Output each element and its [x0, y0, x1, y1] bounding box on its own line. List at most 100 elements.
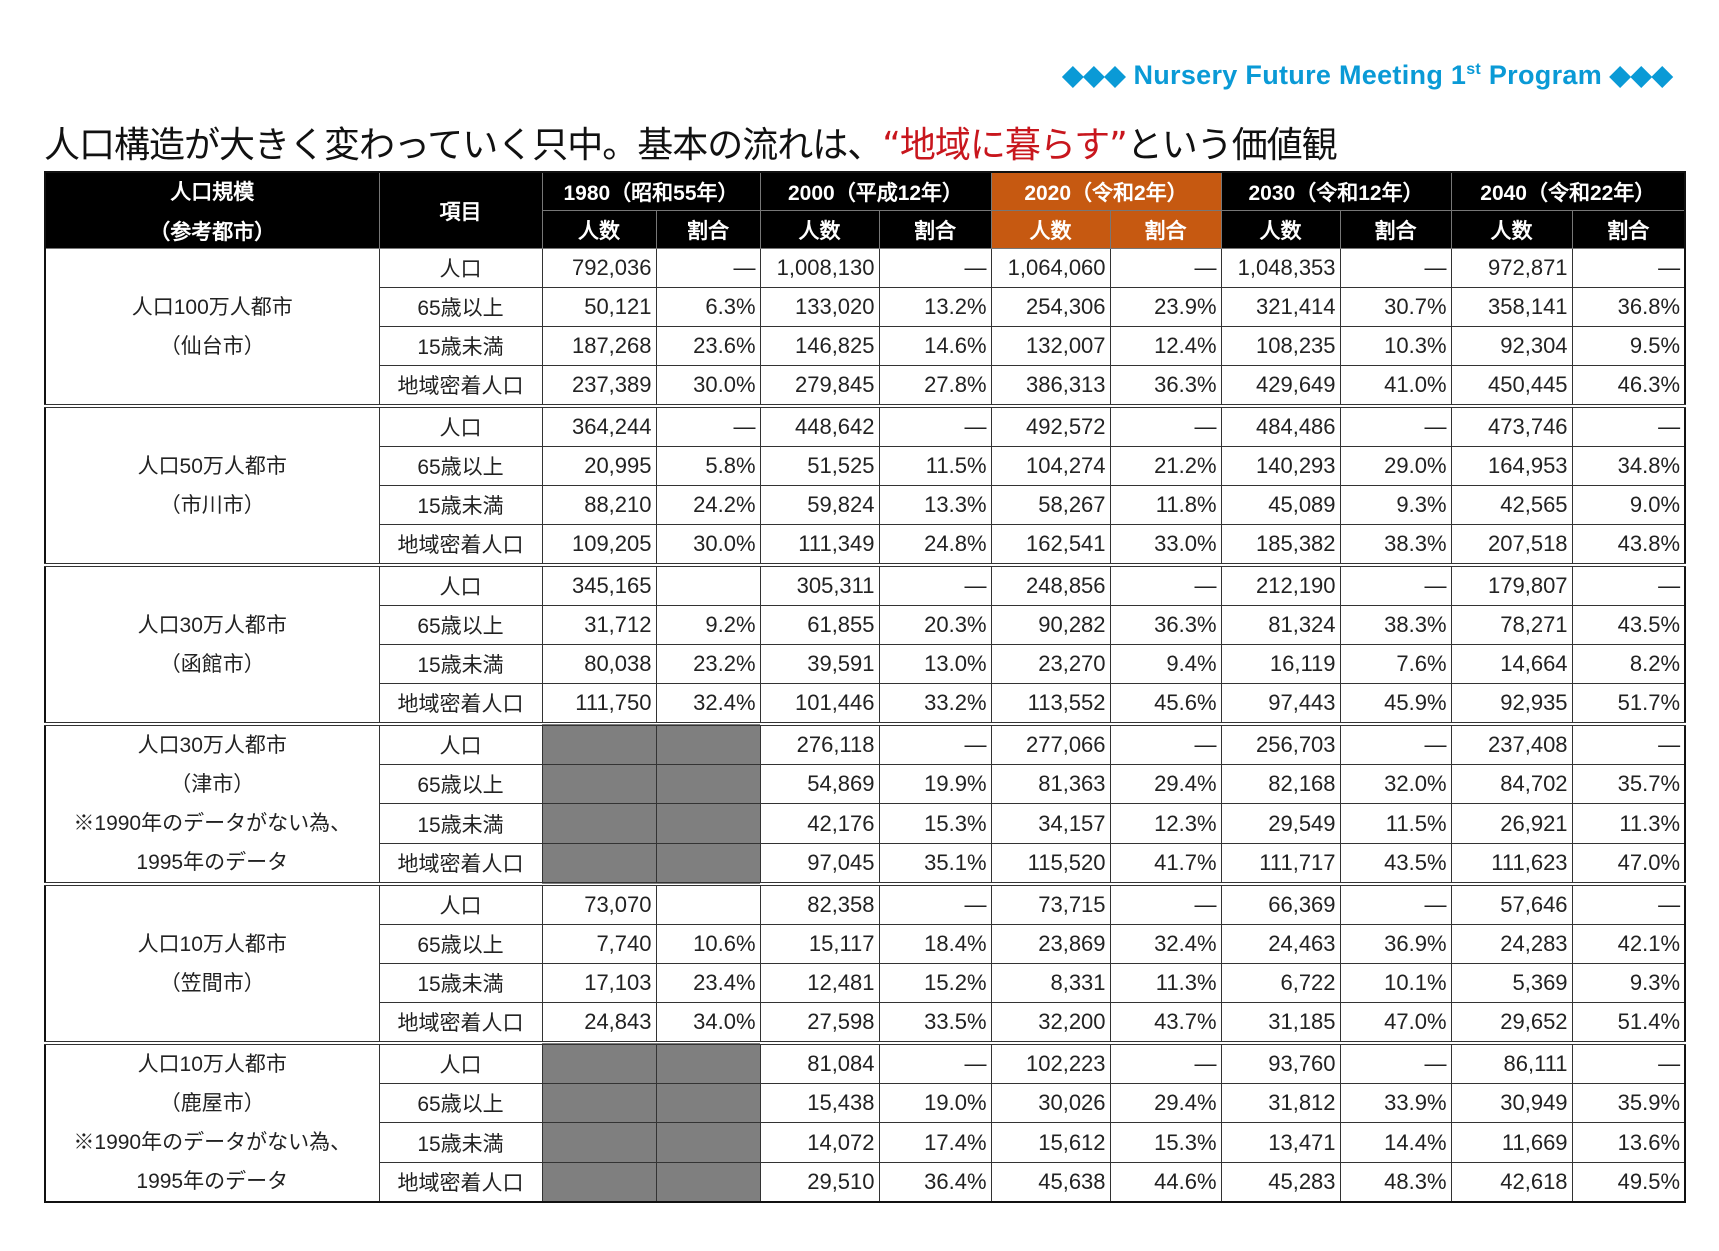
count-cell: 24,283	[1450, 924, 1573, 964]
ratio-cell: 30.7%	[1339, 287, 1452, 327]
title-highlight: “地域に暮らす”	[882, 125, 1128, 166]
count-cell: 109,205	[541, 524, 657, 566]
ratio-cell: 10.6%	[655, 924, 761, 964]
count-cell: 45,283	[1220, 1161, 1341, 1203]
ratio-cell: 51.7%	[1571, 683, 1686, 725]
count-cell: 358,141	[1450, 287, 1573, 327]
ratio-cell: —	[1109, 882, 1222, 925]
count-cell: 254,306	[990, 287, 1111, 327]
ratio-cell: 23.6%	[655, 326, 761, 366]
count-cell: 6,722	[1220, 963, 1341, 1003]
count-cell: 30,026	[990, 1083, 1111, 1124]
count-cell: 133,020	[759, 287, 880, 327]
count-cell: 364,244	[541, 404, 657, 447]
count-cell: 88,210	[541, 485, 657, 525]
count-cell: 51,525	[759, 446, 880, 486]
ratio-cell: 5.8%	[655, 446, 761, 486]
ratio-cell: 44.6%	[1109, 1161, 1222, 1203]
ratio-cell: 18.4%	[878, 924, 992, 964]
ratio-cell	[655, 803, 761, 844]
item-label: 65歳以上	[378, 764, 543, 805]
count-cell: 81,084	[759, 1041, 880, 1085]
ratio-cell: 49.5%	[1571, 1161, 1686, 1203]
item-label: 地域密着人口	[378, 842, 543, 885]
item-label: 人口	[378, 248, 543, 288]
count-cell: 15,117	[759, 924, 880, 964]
count-cell: 86,111	[1450, 1041, 1573, 1085]
ratio-cell: 43.8%	[1571, 524, 1686, 566]
ratio-cell: —	[878, 722, 992, 766]
ratio-cell: —	[878, 882, 992, 925]
count-cell: 111,750	[541, 683, 657, 725]
ratio-cell: 32.0%	[1339, 764, 1452, 805]
ratio-cell: —	[1339, 248, 1452, 288]
table-row: 地域密着人口 29,510 36.4% 45,638 44.6% 45,283 48.3% 4…	[45, 1161, 1686, 1203]
header-ratio: 割合	[655, 210, 761, 249]
item-label: 人口	[378, 722, 543, 766]
count-cell: 66,369	[1220, 882, 1341, 925]
ratio-cell: 15.3%	[1109, 1122, 1222, 1163]
count-cell: 185,382	[1220, 524, 1341, 566]
ratio-cell: 41.0%	[1339, 365, 1452, 407]
count-cell: 1,064,060	[990, 248, 1111, 288]
count-cell: 11,669	[1450, 1122, 1573, 1163]
table-row: 地域密着人口 109,205 30.0% 111,349 24.8% 162,541 33.…	[45, 524, 1686, 566]
ratio-cell: —	[1571, 404, 1686, 447]
ratio-cell: 43.5%	[1339, 842, 1452, 885]
count-cell: 59,824	[759, 485, 880, 525]
count-cell: 7,740	[541, 924, 657, 964]
city-cell: 人口10万人都市 （笠間市）	[44, 882, 380, 1044]
ratio-cell: 29.4%	[1109, 1083, 1222, 1124]
count-cell: 31,712	[541, 605, 657, 645]
ratio-cell: 23.2%	[655, 644, 761, 684]
item-label: 15歳未満	[378, 963, 543, 1003]
city-label: ※1990年のデータがない為、	[73, 1131, 352, 1154]
ratio-cell: 32.4%	[655, 683, 761, 725]
table-row: 15歳未満 187,268 23.6% 146,825 14.6% 132,007 12.4…	[45, 326, 1686, 366]
count-cell	[541, 1161, 657, 1203]
ratio-cell: 23.4%	[655, 963, 761, 1003]
count-cell: 24,463	[1220, 924, 1341, 964]
ratio-cell: 35.9%	[1571, 1083, 1686, 1124]
ratio-cell: 11.8%	[1109, 485, 1222, 525]
table-row: 15歳未満 88,210 24.2% 59,824 13.3% 58,267 11.8% 45…	[45, 485, 1686, 525]
count-cell: 58,267	[990, 485, 1111, 525]
count-cell: 29,549	[1220, 803, 1341, 844]
count-cell: 277,066	[990, 722, 1111, 766]
count-cell: 111,717	[1220, 842, 1341, 885]
ratio-cell: 32.4%	[1109, 924, 1222, 964]
count-cell: 30,949	[1450, 1083, 1573, 1124]
ratio-cell	[655, 882, 761, 925]
ratio-cell: 9.5%	[1571, 326, 1686, 366]
count-cell: 972,871	[1450, 248, 1573, 288]
item-label: 15歳未満	[378, 803, 543, 844]
ratio-cell: 19.9%	[878, 764, 992, 805]
ratio-cell	[655, 722, 761, 766]
count-cell: 102,223	[990, 1041, 1111, 1085]
count-cell: 78,271	[1450, 605, 1573, 645]
count-cell: 792,036	[541, 248, 657, 288]
table-row: 人口100万人都市 （仙台市） 人口 792,036—1,008,130—1,064,…	[44, 248, 1686, 407]
city-cell: 人口50万人都市 （市川市）	[44, 404, 380, 566]
header-year: 2020（令和2年）	[990, 172, 1222, 211]
ratio-cell: 33.9%	[1339, 1083, 1452, 1124]
count-cell: 39,591	[759, 644, 880, 684]
count-cell: 13,471	[1220, 1122, 1341, 1163]
item-label: 15歳未満	[378, 326, 543, 366]
count-cell: 32,200	[990, 1002, 1111, 1044]
ratio-cell: 14.6%	[878, 326, 992, 366]
count-cell: 179,807	[1450, 563, 1573, 606]
count-cell: 15,438	[759, 1083, 880, 1124]
table-row: 地域密着人口 237,389 30.0% 279,845 27.8% 386,313 36.…	[45, 365, 1686, 407]
count-cell: 8,331	[990, 963, 1111, 1003]
table-row: 人口10万人都市 （鹿屋市） ※1990年のデータがない為、 1995年のデータ 人口 8…	[44, 1041, 1686, 1203]
ratio-cell	[655, 842, 761, 885]
ratio-cell: 48.3%	[1339, 1161, 1452, 1203]
count-cell: 54,869	[759, 764, 880, 805]
count-cell	[541, 803, 657, 844]
table-row: 地域密着人口 97,045 35.1% 115,520 41.7% 111,717 43.5…	[45, 842, 1686, 885]
population-table: 人口規模 （参考都市） 項目 1980（昭和55年） 2000（平成12年） 2020（令…	[44, 171, 1687, 1203]
header-count: 人数	[541, 210, 656, 249]
item-label: 15歳未満	[378, 485, 543, 525]
count-cell	[541, 722, 657, 766]
